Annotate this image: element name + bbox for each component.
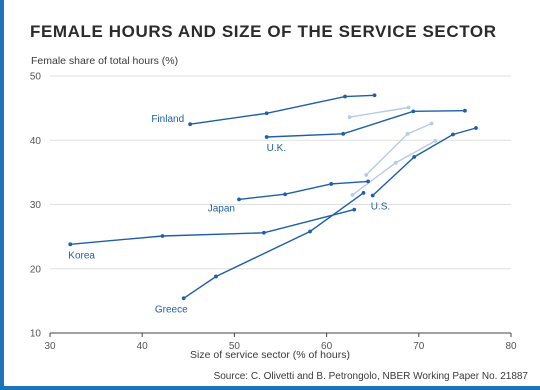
data-point-finland-1 [264, 111, 269, 116]
x-tick-60: 60 [321, 341, 333, 352]
data-point-other-1-1 [405, 131, 410, 136]
series-label-uk: U.K. [267, 143, 286, 154]
data-point-other-2-0 [350, 192, 355, 197]
data-point-japan-2 [329, 182, 334, 186]
data-point-uk-1 [341, 131, 346, 136]
series-line-other-0 [349, 106, 409, 118]
data-point-uk-2 [411, 109, 416, 114]
data-point-other-0-0 [347, 115, 352, 120]
data-point-other-2-2 [433, 138, 438, 143]
data-point-other-2-1 [393, 160, 398, 165]
data-point-greece-0 [181, 296, 186, 301]
series-label-japan: Japan [208, 203, 235, 214]
series-line-uk [266, 110, 465, 138]
series-label-us: U.S. [371, 202, 390, 213]
gridlines [50, 75, 511, 334]
data-point-japan-3 [366, 179, 370, 184]
x-axis-label: Size of service sector (% of hours) [190, 349, 350, 361]
source-note: Source: C. Olivetti and B. Petrongolo, N… [213, 371, 528, 382]
x-tick-30: 30 [44, 341, 56, 352]
series-line-other-2 [351, 140, 436, 196]
series-label-finland: Finland [151, 114, 184, 125]
series-line-greece [183, 192, 364, 299]
data-point-finland-3 [372, 93, 377, 98]
x-tick-labels: 30 40 50 60 70 80 [44, 333, 517, 352]
data-point-korea-3 [352, 207, 357, 212]
series-line-japan [238, 180, 369, 201]
data-point-uk-0 [264, 135, 269, 139]
series-lines [70, 94, 477, 299]
series-line-other-1 [365, 122, 432, 176]
data-point-other-1-0 [364, 173, 369, 177]
data-point-us-2 [451, 132, 455, 137]
series-label-greece: Greece [155, 304, 188, 315]
x-tick-50: 50 [229, 341, 241, 352]
x-tick-40: 40 [137, 341, 149, 352]
data-point-other-0-1 [406, 105, 411, 110]
y-axis-label: Female share of total hours (%) [31, 55, 179, 67]
data-point-finland-0 [188, 122, 193, 127]
series-line-us [372, 127, 477, 197]
data-point-korea-1 [160, 234, 165, 238]
data-point-finland-2 [343, 94, 347, 99]
data-point-japan-0 [237, 197, 241, 202]
y-tick-20: 20 [30, 264, 42, 275]
series-line-korea [70, 208, 355, 245]
data-point-korea-0 [68, 242, 73, 247]
data-point-greece-2 [308, 229, 312, 234]
series-labels: Finland U.K. Japan U.S. Korea Greece [68, 114, 390, 315]
x-tick-80: 80 [505, 341, 517, 352]
data-point-us-3 [474, 126, 478, 130]
chart-title: FEMALE HOURS AND SIZE OF THE SERVICE SEC… [30, 22, 497, 41]
data-point-us-1 [412, 155, 417, 159]
data-point-greece-3 [361, 191, 366, 195]
series-label-korea: Korea [68, 250, 95, 261]
series-points [68, 93, 478, 301]
series-line-finland [190, 94, 375, 125]
y-tick-30: 30 [30, 200, 42, 211]
data-point-uk-3 [463, 108, 467, 113]
data-point-japan-1 [283, 192, 288, 197]
y-tick-50: 50 [30, 72, 42, 83]
y-tick-40: 40 [30, 136, 42, 147]
y-tick-10: 10 [30, 329, 42, 340]
data-point-korea-2 [262, 230, 266, 235]
data-point-other-1-2 [429, 121, 434, 126]
data-point-greece-1 [214, 274, 218, 279]
y-tick-labels: 10 20 30 40 50 [30, 72, 42, 340]
data-point-us-0 [370, 193, 375, 198]
x-tick-70: 70 [413, 341, 425, 352]
